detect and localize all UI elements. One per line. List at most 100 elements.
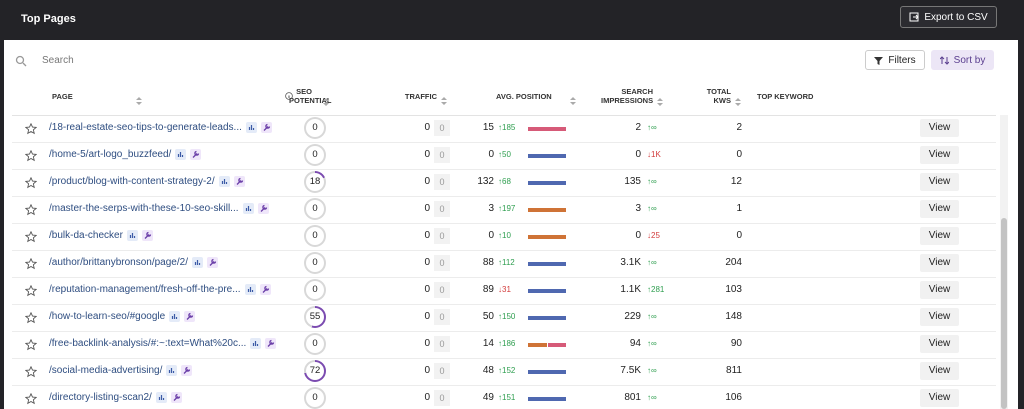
table-row: /how-to-learn-seo/#google 55 0 0 50 ↑150 229 ↑∞… (12, 304, 996, 332)
avg-position: 0 (488, 230, 494, 241)
traffic: 0 (424, 257, 430, 268)
traffic-change: 0 (434, 228, 450, 244)
page-link[interactable]: /social-media-advertising/ (49, 365, 163, 377)
favorite-star[interactable] (24, 230, 38, 248)
optimize-icon[interactable] (233, 176, 245, 187)
favorite-star[interactable] (24, 311, 38, 329)
view-button[interactable]: View (920, 389, 959, 407)
seo-ring: 0 (304, 198, 326, 220)
optimize-icon[interactable] (260, 122, 272, 133)
page-link[interactable]: /free-backlink-analysis/#:~:text=What%20… (49, 338, 247, 350)
page-link[interactable]: /master-the-serps-with-these-10-seo-skil… (49, 203, 239, 215)
page-link[interactable]: /how-to-learn-seo/#google (49, 311, 166, 323)
seo-ring-inner (306, 146, 324, 164)
seo-potential: 0 (312, 257, 318, 268)
favorite-star[interactable] (24, 365, 38, 383)
view-button[interactable]: View (920, 146, 959, 164)
analytics-icon[interactable] (169, 311, 181, 322)
table-row: /author/brittanybronson/page/2/0 0 0 88 ↑112… (12, 250, 996, 278)
favorite-star[interactable] (24, 203, 38, 221)
position-bar-segment (528, 235, 566, 239)
analytics-icon[interactable] (250, 338, 262, 349)
table-row: /social-media-advertising/72 0 0 48 ↑152 7.5K… (12, 358, 996, 386)
impressions-change: ↑∞ (647, 312, 657, 321)
view-button[interactable]: View (920, 119, 959, 137)
view-button[interactable]: View (920, 173, 959, 191)
favorite-star[interactable] (24, 122, 38, 140)
page-link[interactable]: /product/blog-with-content-strategy-2/ (49, 176, 215, 188)
position-bar-segment (547, 343, 566, 347)
total-kws: 12 (730, 176, 742, 187)
traffic-change: 0 (434, 282, 450, 298)
page-link[interactable]: /home-5/art-logo_buzzfeed/ (49, 149, 172, 161)
traffic: 0 (424, 149, 430, 160)
analytics-icon[interactable] (218, 176, 230, 187)
filters-button[interactable]: Filters (865, 50, 925, 70)
optimize-icon[interactable] (181, 365, 193, 376)
view-button[interactable]: View (920, 335, 959, 353)
impressions: 135 (624, 176, 641, 187)
seo-ring: 0 (304, 387, 326, 409)
favorite-star[interactable] (24, 176, 38, 194)
total-kws: 103 (725, 284, 742, 295)
optimize-icon[interactable] (206, 257, 218, 268)
page-link[interactable]: /bulk-da-checker (49, 230, 123, 242)
view-button[interactable]: View (920, 254, 959, 272)
page-link[interactable]: /reputation-management/fresh-off-the-pre… (49, 284, 241, 296)
optimize-icon[interactable] (141, 230, 153, 241)
analytics-icon[interactable] (242, 203, 254, 214)
table-row: /home-5/art-logo_buzzfeed/0 0 0 0 ↑50 0 ↓1K 0 Vi… (12, 142, 996, 170)
impressions: 3 (635, 203, 641, 214)
filter-icon (874, 56, 884, 65)
impressions: 801 (624, 392, 641, 403)
analytics-icon[interactable] (245, 122, 257, 133)
avg-position: 50 (482, 311, 494, 322)
impressions-change: ↑∞ (647, 177, 657, 186)
page-link[interactable]: /author/brittanybronson/page/2/ (49, 257, 188, 269)
view-button[interactable]: View (920, 200, 959, 218)
analytics-icon[interactable] (126, 230, 138, 241)
favorite-star[interactable] (24, 284, 38, 302)
analytics-icon[interactable] (191, 257, 203, 268)
seo-ring-inner (306, 119, 324, 137)
analytics-icon[interactable] (166, 365, 178, 376)
optimize-icon[interactable] (257, 203, 269, 214)
column-header: AVG. POSITION (496, 92, 552, 101)
favorite-star[interactable] (24, 257, 38, 275)
page-link[interactable]: /directory-listing-scan2/ (49, 392, 152, 404)
impressions-change: ↓25 (647, 231, 660, 240)
optimize-icon[interactable] (265, 338, 277, 349)
search-input[interactable]: Search (42, 55, 74, 66)
favorite-star[interactable] (24, 149, 38, 167)
view-button[interactable]: View (920, 227, 959, 245)
optimize-icon[interactable] (190, 149, 202, 160)
seo-ring-inner (306, 200, 324, 218)
seo-ring-inner (306, 335, 324, 353)
optimize-icon[interactable] (259, 284, 271, 295)
table-row: /directory-listing-scan2/0 0 0 49 ↑151 801 ↑∞ 1… (12, 385, 996, 409)
favorite-star[interactable] (24, 338, 38, 356)
analytics-icon[interactable] (244, 284, 256, 295)
position-change: ↑112 (498, 258, 515, 267)
optimize-icon[interactable] (170, 392, 182, 403)
favorite-star[interactable] (24, 392, 38, 409)
table-row: /free-backlink-analysis/#:~:text=What%20… (12, 331, 996, 359)
page-link[interactable]: /18-real-estate-seo-tips-to-generate-lea… (49, 122, 242, 134)
sort-indicator (570, 92, 576, 105)
impressions: 0 (635, 230, 641, 241)
view-button[interactable]: View (920, 308, 959, 326)
table-row: /18-real-estate-seo-tips-to-generate-lea… (12, 115, 996, 143)
view-button[interactable]: View (920, 281, 959, 299)
export-button[interactable]: Export to CSV (900, 6, 997, 28)
view-button[interactable]: View (920, 362, 959, 380)
analytics-icon[interactable] (175, 149, 187, 160)
column-header: TOTAL KWS (706, 87, 731, 105)
table-row: /master-the-serps-with-these-10-seo-skil… (12, 196, 996, 224)
position-bar-segment (528, 127, 566, 131)
scrollbar-thumb[interactable] (1001, 218, 1007, 409)
optimize-icon[interactable] (184, 311, 196, 322)
analytics-icon[interactable] (155, 392, 167, 403)
traffic-change: 0 (434, 336, 450, 352)
seo-ring-inner (306, 308, 324, 326)
sort-button[interactable]: Sort by (931, 50, 994, 70)
